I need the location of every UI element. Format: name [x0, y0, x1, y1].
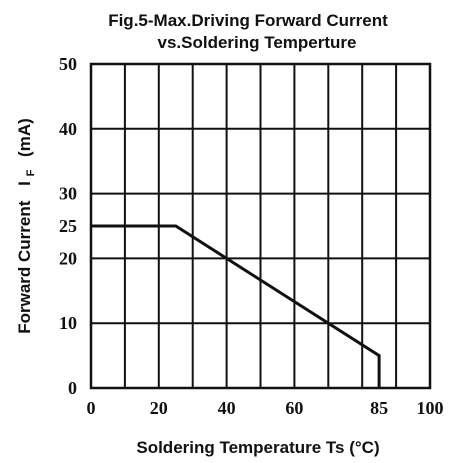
y-tick-label: 10 — [59, 313, 77, 333]
y-axis-label: Forward Current I F (mA) — [15, 118, 38, 334]
svg-text:Forward Current I: Forward Current I F (mA) — [15, 118, 38, 334]
chart-title-line-1: Fig.5-Max.Driving Forward Current — [108, 11, 388, 30]
y-axis-label-subscript: F — [25, 169, 37, 176]
x-tick-labels: 0 20 40 60 85 100 — [87, 398, 444, 418]
y-tick-label: 0 — [68, 378, 77, 398]
x-tick-label: 40 — [218, 398, 236, 418]
curve-layer — [91, 224, 381, 388]
x-tick-label: 0 — [87, 398, 96, 418]
max-current-curve — [91, 224, 381, 388]
x-tick-label: 60 — [285, 398, 303, 418]
x-tick-label: 85 — [370, 398, 388, 418]
x-tick-label: 20 — [150, 398, 168, 418]
grid — [91, 64, 430, 388]
y-tick-labels: 0 10 20 25 30 40 50 — [59, 54, 77, 398]
y-axis-label-unit: (mA) — [15, 118, 34, 157]
y-tick-label: 30 — [59, 184, 77, 204]
x-tick-label: 100 — [417, 398, 444, 418]
y-tick-label: 50 — [59, 54, 77, 74]
y-tick-label: 20 — [59, 248, 77, 268]
y-tick-label: 25 — [59, 216, 77, 236]
chart-title-line-2: vs.Soldering Temperture — [157, 33, 356, 52]
y-tick-label: 40 — [59, 119, 77, 139]
y-axis-label-symbol: I — [15, 181, 34, 186]
x-axis-label: Soldering Temperature Ts (°C) — [136, 438, 379, 457]
y-axis-label-main: Forward Current — [15, 200, 34, 334]
